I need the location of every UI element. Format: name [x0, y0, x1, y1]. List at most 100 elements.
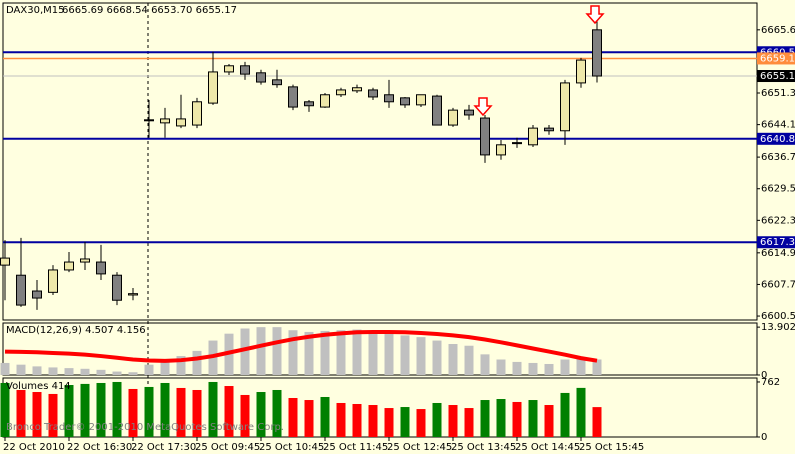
level-tag	[757, 52, 795, 65]
macd-bar	[432, 340, 442, 375]
macd-bar	[192, 350, 202, 375]
volume-bar	[192, 389, 202, 437]
y-tick-label: 6665.69	[761, 25, 795, 36]
volume-bar	[320, 396, 330, 437]
y-tick-label: 6636.70	[761, 152, 795, 163]
x-tick-label: 25 Oct 12:45	[387, 442, 452, 453]
macd-bar	[480, 354, 490, 375]
x-tick-label: 25 Oct 11:45	[323, 442, 388, 453]
volume-bar	[32, 392, 42, 437]
volume-bar	[352, 403, 362, 437]
volume-bar	[176, 387, 186, 437]
y-tick-label: 13.902	[761, 322, 795, 333]
x-tick-label: 25 Oct 13:45	[451, 442, 516, 453]
macd-bar	[176, 356, 186, 375]
macd-bar	[512, 361, 522, 375]
volume-bar	[240, 394, 250, 437]
candle-body	[176, 118, 186, 127]
candle-body	[112, 274, 122, 301]
macd-bar	[64, 368, 74, 375]
macd-bar	[0, 362, 10, 375]
candle-body	[400, 97, 410, 106]
macd-label: MACD(12,26,9) 4.507 4.156	[6, 325, 146, 336]
candle-body	[336, 89, 346, 96]
macd-bar	[368, 330, 378, 375]
candle-body	[592, 29, 602, 77]
candle-body	[224, 65, 234, 73]
candle-body	[192, 101, 202, 126]
macd-bar	[400, 335, 410, 375]
candle-body	[416, 94, 426, 106]
candle-body	[560, 82, 570, 132]
macd-bar	[544, 363, 554, 375]
candle-body	[80, 258, 90, 263]
volume-bar	[224, 386, 234, 437]
volume-bar	[144, 386, 154, 437]
y-tick-label: 6607.70	[761, 279, 795, 290]
macd-bar	[288, 330, 298, 375]
level-tag	[757, 236, 795, 249]
volume-bar	[592, 407, 602, 437]
volume-label: Volumes 414	[6, 381, 71, 392]
level-tag-label: 6617.31	[760, 237, 795, 248]
volume-bar	[448, 405, 458, 437]
macd-bar	[128, 372, 138, 375]
plot: 6665.69 6651.30 6644.10 6636.70 6629.50 6622.…	[0, 17, 795, 453]
volume-bar	[384, 408, 394, 437]
level-tag	[757, 70, 795, 83]
volume-bar	[48, 393, 58, 437]
volume-bar	[336, 402, 346, 437]
macd-bar	[464, 345, 474, 375]
macd-bar	[496, 359, 506, 375]
volume-bar	[496, 399, 506, 437]
signal-line	[4, 329, 598, 363]
candle-body	[96, 261, 106, 275]
y-tick-label: 762	[761, 377, 780, 388]
candle-body	[496, 144, 506, 156]
y-tick-label: 0	[761, 432, 767, 443]
macd-bar	[16, 364, 26, 375]
x-tick-label: 22 Oct 2010	[3, 442, 65, 453]
main-panel	[2, 2, 758, 321]
y-tick-label: 6614.90	[761, 248, 795, 259]
candle-body	[320, 94, 330, 108]
candle-body	[48, 269, 58, 293]
candle-body	[368, 89, 378, 98]
macd-bar	[32, 366, 42, 375]
macd-bar	[336, 330, 346, 375]
macd-bar	[304, 331, 314, 375]
candle-body	[480, 117, 490, 156]
copyright: Bronco Trader© 2001-2010 MetaQuotes Soft…	[6, 422, 284, 433]
macd-bar	[272, 327, 282, 375]
ohlc-label: 6665.69 6668.54 6653.70 6655.17	[62, 5, 237, 16]
signal-arrow	[585, 5, 605, 25]
candle-body	[384, 94, 394, 103]
candle-body	[0, 257, 10, 266]
level-tag-label: 6655.17	[760, 71, 795, 82]
level-tag-label: 6659.17	[760, 53, 795, 64]
volume-bar	[272, 389, 282, 437]
candle-body	[128, 293, 138, 296]
volume-bar	[208, 381, 218, 437]
y-tick-label: 6644.10	[761, 120, 795, 131]
y-tick-label: 6622.30	[761, 215, 795, 226]
candle-body	[32, 290, 42, 299]
y-tick-label: 6600.50	[761, 311, 795, 322]
x-tick-label: 22 Oct 16:30	[67, 442, 132, 453]
macd-bar	[144, 364, 154, 375]
macd-bar	[112, 371, 122, 375]
macd-bar	[240, 328, 250, 375]
macd-bar	[96, 369, 106, 375]
candle-body	[240, 65, 250, 75]
y-tick-label: 6629.50	[761, 184, 795, 195]
volume-bar	[64, 385, 74, 437]
volume-bar	[96, 382, 106, 437]
candle-body	[544, 127, 554, 132]
candle-body	[64, 261, 74, 271]
macd-bar	[352, 329, 362, 375]
volume-bar	[128, 388, 138, 437]
volume-bar	[432, 402, 442, 437]
chart-title: DAX30,M15	[6, 5, 64, 16]
x-tick-label: 22 Oct 17:30	[131, 442, 196, 453]
y-tick-label: 6651.30	[761, 88, 795, 99]
